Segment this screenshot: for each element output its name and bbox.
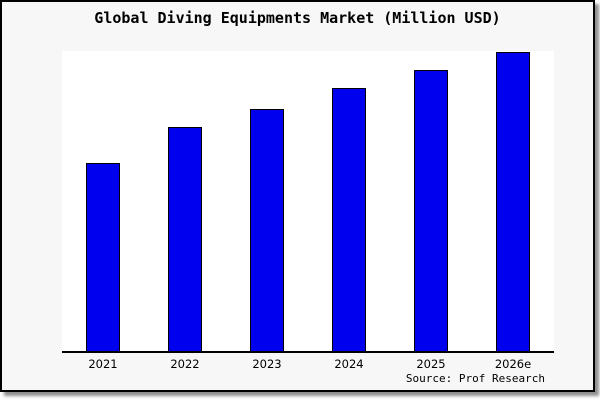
x-tick-label-2024: 2024 — [334, 357, 364, 371]
x-tick-label-2023: 2023 — [252, 357, 282, 371]
source-note: Source: Prof Research — [405, 372, 545, 385]
x-tick-label-2026e: 2026e — [494, 357, 532, 371]
x-tick-label-2025: 2025 — [416, 357, 446, 371]
x-tick-label-2021: 2021 — [88, 357, 118, 371]
bar-2026e — [496, 52, 530, 351]
bar-2025 — [414, 70, 448, 351]
bar-2024 — [332, 88, 366, 351]
chart-title: Global Diving Equipments Market (Million… — [94, 9, 501, 27]
bar-2022 — [168, 127, 202, 351]
plot-area — [62, 51, 554, 353]
bar-2023 — [250, 109, 284, 351]
bar-2021 — [86, 163, 120, 351]
x-axis-labels: 2021 2022 2023 2024 2025 2026e — [62, 357, 554, 373]
x-tick-label-2022: 2022 — [170, 357, 200, 371]
chart-frame: Global Diving Equipments Market (Million… — [0, 0, 595, 392]
